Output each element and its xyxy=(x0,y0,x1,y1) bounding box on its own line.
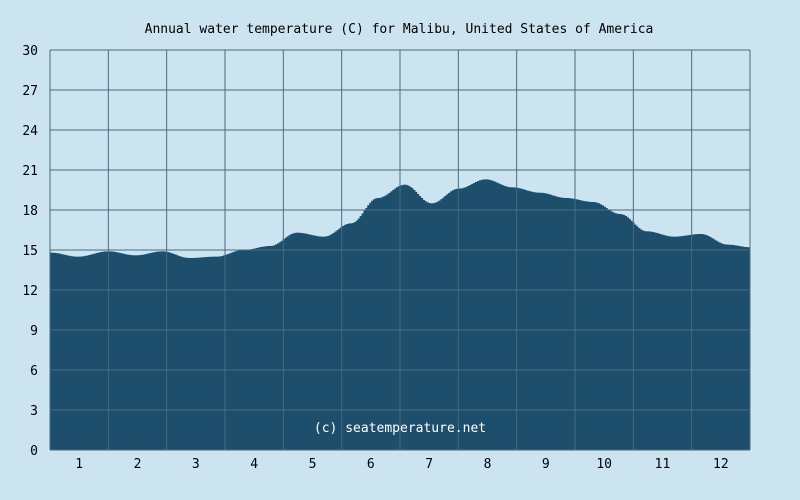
x-tick-label: 5 xyxy=(309,457,317,472)
grid xyxy=(49,49,751,451)
y-tick-label: 24 xyxy=(22,124,38,139)
y-tick-label: 15 xyxy=(22,244,38,259)
y-tick-label: 0 xyxy=(30,444,38,459)
y-tick-label: 6 xyxy=(30,364,38,379)
y-tick-label: 3 xyxy=(30,404,38,419)
y-tick-label: 27 xyxy=(22,84,38,99)
x-tick-label: 6 xyxy=(367,457,375,472)
chart-title: Annual water temperature (C) for Malibu,… xyxy=(145,22,654,37)
x-tick-label: 3 xyxy=(192,457,200,472)
x-tick-label: 9 xyxy=(542,457,550,472)
x-tick-label: 2 xyxy=(134,457,142,472)
x-tick-label: 11 xyxy=(655,457,671,472)
y-axis-ticks: 0 3 6 9 12 15 18 21 24 27 30 xyxy=(22,44,38,459)
y-tick-label: 18 xyxy=(22,204,38,219)
y-tick-label: 30 xyxy=(22,44,38,59)
y-tick-label: 9 xyxy=(30,324,38,339)
x-tick-label: 8 xyxy=(484,457,492,472)
x-tick-label: 4 xyxy=(250,457,258,472)
watermark: (c) seatemperature.net xyxy=(314,421,486,436)
x-axis-ticks: 1 2 3 4 5 6 7 8 9 10 11 12 xyxy=(75,457,728,472)
y-tick-label: 12 xyxy=(22,284,38,299)
x-tick-label: 12 xyxy=(713,457,729,472)
y-tick-label: 21 xyxy=(22,164,38,179)
x-tick-label: 10 xyxy=(596,457,612,472)
x-tick-label: 7 xyxy=(425,457,433,472)
x-tick-label: 1 xyxy=(75,457,83,472)
